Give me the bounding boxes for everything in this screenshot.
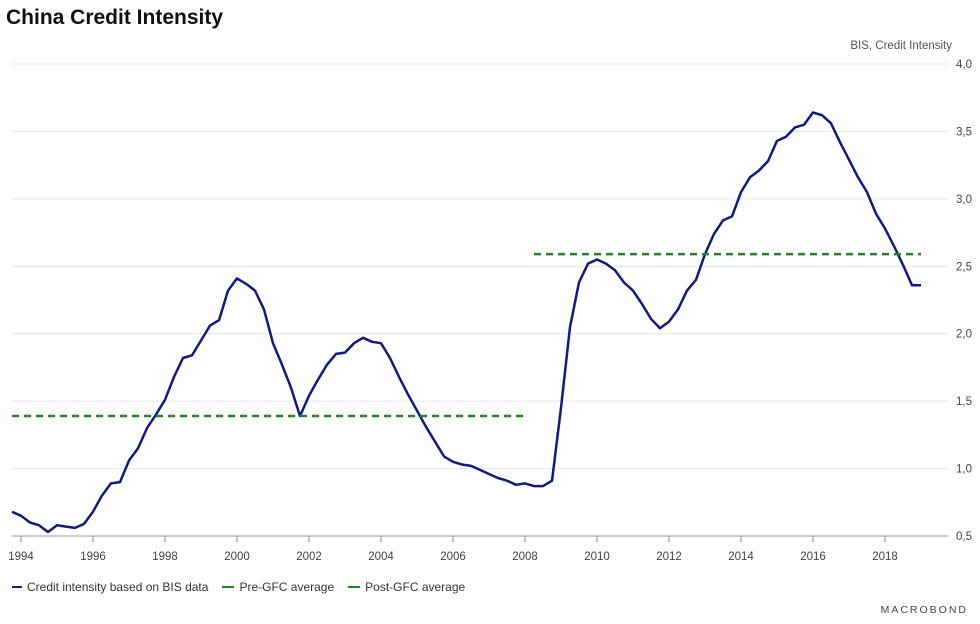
y-axis: 0,5 1,0 1,5 2,0 2,5 3,0 3,5 4,0 <box>956 59 972 543</box>
y-tick-label: 2,0 <box>956 329 972 341</box>
legend-label: Post-GFC average <box>365 580 466 594</box>
chart-title: China Credit Intensity <box>6 6 224 29</box>
x-axis: 1994 1996 1998 2000 2002 2004 2006 2008 2010 2012… <box>8 536 898 563</box>
legend-label: Credit intensity based on BIS data <box>27 580 209 594</box>
legend-swatch-solid <box>12 586 22 588</box>
x-tick-label: 2004 <box>368 551 394 563</box>
y-tick-label: 3,5 <box>956 126 972 138</box>
x-tick-label: 2016 <box>800 551 826 563</box>
legend-label: Pre-GFC average <box>239 580 335 594</box>
legend: Credit intensity based on BIS data Pre-G… <box>12 580 465 594</box>
legend-item-post-gfc: Post-GFC average <box>348 580 465 594</box>
x-tick-label: 1998 <box>152 551 178 563</box>
legend-swatch-dashed <box>222 586 235 588</box>
y-tick-label: 3,0 <box>956 194 972 206</box>
y-tick-label: 4,0 <box>956 59 972 71</box>
x-tick-label: 2000 <box>224 551 250 563</box>
y-tick-label: 1,5 <box>956 396 972 408</box>
gridlines <box>12 63 948 537</box>
y-tick-label: 0,5 <box>956 531 972 543</box>
legend-swatch-dashed <box>348 586 361 588</box>
x-tick-label: 2002 <box>296 551 322 563</box>
y-tick-label: 2,5 <box>956 261 972 273</box>
credit-intensity-line <box>11 111 921 534</box>
x-tick-label: 2006 <box>440 551 466 563</box>
legend-item-credit-intensity: Credit intensity based on BIS data <box>12 580 208 594</box>
legend-item-pre-gfc: Pre-GFC average <box>222 580 334 594</box>
series-group <box>11 111 921 534</box>
x-tick-label: 2012 <box>656 551 682 563</box>
x-tick-label: 2010 <box>584 551 610 563</box>
y-tick-label: 1,0 <box>956 464 972 476</box>
source-note: BIS, Credit Intensity <box>850 40 952 52</box>
brand-logo-text: MACROBOND <box>880 604 968 616</box>
x-tick-label: 2008 <box>512 551 538 563</box>
x-tick-label: 1994 <box>8 551 34 563</box>
x-tick-label: 2018 <box>872 551 898 563</box>
x-tick-label: 1996 <box>80 551 106 563</box>
x-tick-label: 2014 <box>728 551 754 563</box>
